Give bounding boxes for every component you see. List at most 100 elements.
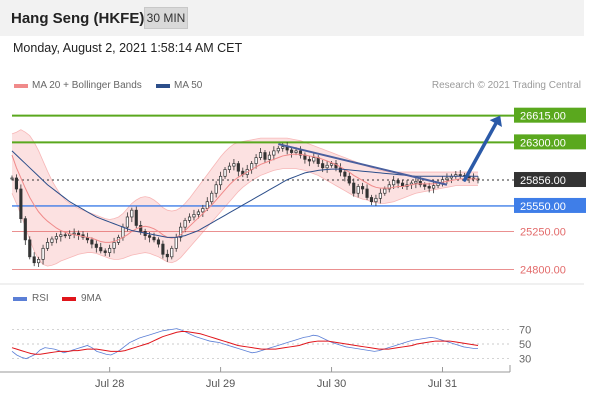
candle-body: [156, 239, 161, 245]
interval-button[interactable]: 30 MIN: [144, 7, 188, 29]
candle-body: [227, 165, 232, 170]
candle-body: [378, 192, 382, 199]
candle-body: [134, 209, 138, 226]
candle-body: [325, 164, 329, 169]
legend-label-9ma: 9MA: [81, 293, 102, 304]
projection-arrow-head: [489, 115, 502, 127]
candle-body: [112, 242, 116, 249]
candle-body: [37, 259, 41, 264]
candle-body: [196, 211, 200, 215]
candle-body: [414, 181, 418, 184]
candle-body: [396, 180, 400, 184]
candle-body: [108, 247, 112, 253]
level-label-2: 25856.00: [520, 175, 566, 187]
candle-body: [201, 208, 205, 213]
rsi-tick-label-2: 30: [519, 354, 531, 366]
candle-body: [121, 226, 125, 238]
candle-body: [130, 209, 134, 218]
level-label-4: 25250.00: [520, 226, 566, 238]
candle-body: [365, 188, 369, 198]
rsi-series-1: [11, 331, 479, 355]
candle-body: [32, 256, 36, 264]
header-bar: Hang Seng (HKFE) 30 MIN: [0, 0, 584, 36]
candle-body: [19, 188, 23, 220]
candle-body: [263, 152, 267, 160]
x-tick-label-2: Jul 30: [317, 378, 346, 390]
candle-body: [307, 158, 311, 162]
bollinger-lower-line: [11, 168, 478, 267]
candle-body: [347, 175, 351, 184]
x-tick-label-1: Jul 29: [206, 378, 235, 390]
candle-body: [374, 197, 378, 203]
candle-body: [458, 174, 462, 176]
candle-body: [214, 184, 218, 194]
candle-body: [392, 180, 396, 186]
candle-body: [298, 150, 303, 156]
legend-swatch-9ma: [62, 297, 76, 301]
candle-body: [321, 163, 325, 169]
candle-body: [334, 163, 338, 169]
candle-body: [28, 239, 32, 258]
level-label-1: 26300.00: [520, 137, 566, 149]
candle-body: [161, 243, 165, 255]
candle-body: [338, 167, 342, 173]
level-badge-2: [514, 172, 586, 188]
candle-body: [352, 182, 356, 194]
candle-body: [236, 163, 240, 172]
candle-body: [432, 185, 436, 189]
candle-body: [316, 157, 320, 164]
candle-body: [445, 177, 449, 181]
legend-label-rsi: RSI: [32, 293, 49, 304]
candle-body: [427, 186, 431, 189]
candle-body: [219, 175, 223, 186]
x-tick-label-3: Jul 31: [428, 378, 457, 390]
legend-swatch-rsi: [13, 297, 27, 301]
candle-body: [99, 247, 103, 252]
candle-body: [10, 177, 14, 180]
candle-body: [294, 150, 298, 153]
candle-body: [125, 216, 129, 228]
bollinger-band-area: [12, 129, 478, 267]
candle-body: [387, 184, 391, 190]
candle-body: [312, 157, 316, 162]
level-badge-3: [514, 197, 586, 213]
candle-body: [165, 253, 169, 258]
candle-body: [139, 225, 143, 232]
candle-body: [152, 236, 156, 241]
candle-body: [90, 239, 94, 245]
candle-body: [63, 234, 67, 237]
candle-body: [290, 149, 294, 153]
candle-body: [356, 186, 360, 194]
candle-body: [41, 247, 45, 260]
level-badge-1: [514, 134, 586, 150]
candle-body: [343, 171, 347, 177]
candle-body: [272, 150, 276, 156]
level-label-3: 25550.00: [520, 201, 566, 213]
legend-label-ma20: MA 20 + Bollinger Bands: [32, 80, 142, 91]
candle-body: [192, 214, 196, 218]
candle-body: [383, 188, 387, 194]
candle-body: [14, 177, 18, 190]
ma50-line: [11, 150, 478, 238]
rsi-series-0: [11, 328, 478, 360]
candle-body: [423, 184, 427, 187]
candle-body: [281, 146, 285, 149]
candle-body: [179, 226, 183, 238]
candle-body: [148, 235, 152, 238]
x-tick-label-0: Jul 28: [95, 378, 124, 390]
candle-body: [170, 247, 174, 258]
candle-body: [361, 186, 365, 190]
candle-body: [369, 197, 374, 203]
timestamp: Monday, August 2, 2021 1:58:14 AM CET: [13, 41, 243, 55]
candle-body: [267, 154, 271, 160]
candle-body: [77, 232, 81, 236]
candle-body: [103, 250, 107, 253]
candle-body: [72, 232, 76, 235]
candle-body: [276, 147, 280, 152]
legend-swatch-ma50: [156, 84, 170, 88]
candle-body: [418, 181, 422, 186]
candle-body: [174, 236, 178, 249]
candle-body: [329, 163, 334, 166]
candle-body: [232, 163, 236, 167]
